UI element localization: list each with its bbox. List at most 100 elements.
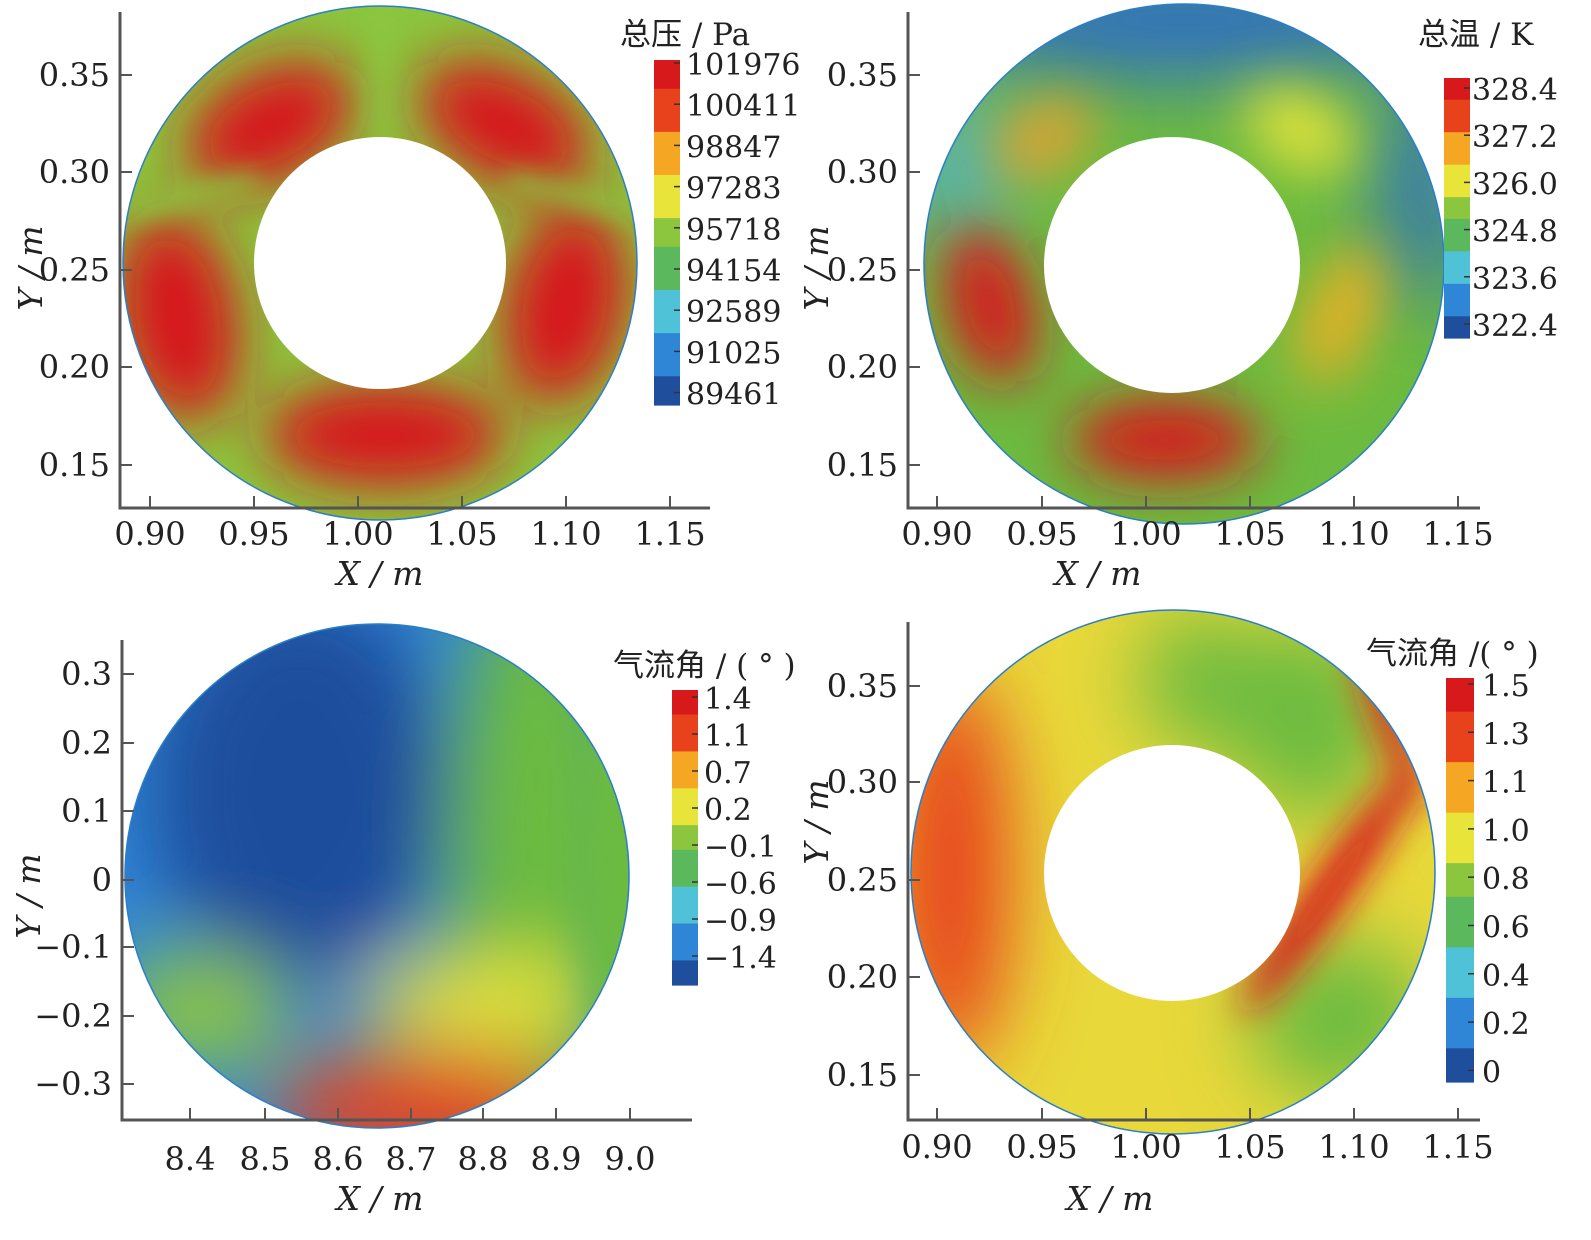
y-tick-label: 0.20	[827, 348, 898, 386]
colorbar-band	[654, 203, 680, 219]
colorbar-4: 1.5 1.3 1.1 1.0 0.8 0.6 0.4 0.2 0	[1446, 669, 1530, 1090]
colorbar-band	[1446, 762, 1474, 780]
ticks-1: 0.90 0.95 1.00 1.05 1.10 1.15 0.35 0.30 0.25 0.20…	[39, 56, 706, 553]
y-axis-title-2: Y / m	[797, 225, 836, 310]
outer-boundary-1	[122, 5, 638, 521]
y-tick-label: 0.30	[827, 153, 898, 191]
x-tick-label: 8.7	[386, 1140, 437, 1178]
outer-boundary-4	[910, 609, 1436, 1135]
colorbar-label: 101976	[686, 48, 801, 83]
colorbar-band	[1446, 913, 1474, 932]
colorbar-band	[1444, 197, 1470, 209]
y-tick-label: −0.2	[34, 997, 112, 1035]
x-tick-label: 0.95	[1006, 515, 1077, 553]
x-tick-label: 1.00	[322, 515, 393, 553]
x-tick-label: 8.6	[313, 1140, 364, 1178]
y-tick-label: −0.3	[34, 1065, 112, 1103]
colorbar-label: 95718	[686, 213, 781, 248]
colorbar-band	[672, 763, 698, 777]
colorbar-label: 1.3	[1482, 717, 1530, 752]
colorbar-band	[654, 318, 680, 334]
colorbar-band	[1446, 863, 1474, 881]
colorbar-band	[1444, 273, 1470, 285]
colorbar-band	[1446, 1048, 1474, 1066]
colorbar-band	[654, 189, 680, 205]
y-tick-label: 0.1	[61, 792, 112, 830]
colorbar-label: −0.1	[704, 830, 777, 865]
colorbar-band	[672, 714, 698, 728]
y-tick-label: 0.3	[61, 655, 112, 693]
colorbar-label: 94154	[686, 254, 781, 289]
colorbar-label: 324.8	[1472, 215, 1558, 250]
y-axis-title-3: Y / m	[9, 853, 48, 938]
inner-hole-2	[1044, 137, 1300, 393]
colorbar-band	[1446, 1014, 1474, 1033]
x-tick-label: 0.90	[901, 1128, 972, 1166]
colorbar-band	[654, 131, 680, 147]
colorbar-band	[1446, 795, 1474, 814]
x-tick-label: 1.10	[530, 515, 601, 553]
colorbar-band	[1446, 1031, 1474, 1049]
colorbar-band	[654, 175, 680, 190]
colorbar-band	[672, 911, 698, 925]
x-tick-label: 1.05	[1214, 515, 1285, 553]
colorbar-band	[654, 347, 680, 363]
colorbar-band	[672, 960, 698, 974]
colorbar-band	[1444, 262, 1470, 274]
colorbar-band	[654, 232, 680, 248]
colorbar-label: 0	[1482, 1055, 1501, 1090]
colorbar-1: 101976 100411 98847 97283 95718 94154 92589 910…	[654, 48, 801, 413]
x-tick-label: 1.10	[1318, 515, 1389, 553]
y-tick-label: 0	[92, 861, 112, 899]
colorbar-band	[672, 935, 698, 949]
y-tick-label: 0.20	[827, 958, 898, 996]
y-tick-label: 0.20	[39, 348, 110, 386]
colorbar-band	[1446, 997, 1474, 1016]
colorbar-band	[654, 275, 680, 291]
y-axis-title-4: Y / m	[797, 779, 836, 864]
colorbar-band	[1446, 711, 1474, 730]
colorbar-label: 1.4	[704, 682, 752, 717]
y-tick-label: 0.15	[39, 446, 110, 484]
x-axis-title-1: X / m	[334, 554, 424, 593]
colorbar-label: 92589	[686, 295, 781, 330]
colorbar-band	[1444, 305, 1470, 317]
x-axis-title-3: X / m	[334, 1179, 424, 1218]
colorbar-label: 327.2	[1472, 120, 1558, 155]
colorbar-band	[672, 886, 698, 900]
y-tick-label: 0.25	[39, 251, 110, 289]
colorbar-band	[1444, 88, 1470, 101]
colorbar-2: 328.4 327.2 326.0 324.8 323.6 322.4	[1444, 73, 1558, 344]
colorbar-band	[654, 218, 680, 234]
colorbar-band	[1444, 132, 1470, 144]
colorbar-band	[654, 103, 680, 119]
colorbar-band	[672, 923, 698, 937]
axes-2	[906, 12, 1480, 510]
colorbar-band	[654, 146, 680, 162]
colorbar-band	[672, 702, 698, 716]
colorbar-band	[1444, 78, 1470, 90]
x-tick-label: 1.00	[1110, 1128, 1181, 1166]
colorbar-label: 0.6	[1482, 911, 1530, 946]
axes-4	[906, 622, 1480, 1122]
colorbar-band	[654, 390, 680, 406]
colorbar-band	[672, 874, 698, 888]
colorbar-band	[654, 117, 680, 133]
colorbar-band	[1444, 143, 1470, 155]
colorbar-band	[1444, 110, 1470, 122]
inner-hole-4	[1044, 745, 1300, 1001]
y-tick-label: 0.15	[827, 446, 898, 484]
colorbar-band	[672, 837, 698, 851]
colorbar-band	[1444, 240, 1470, 252]
colorbar-label: 100411	[686, 89, 801, 124]
y-tick-label: 0.35	[827, 667, 898, 705]
colorbar-band	[1444, 164, 1470, 177]
colorbar-label: 1.1	[1482, 766, 1530, 801]
colorbar-band	[1446, 896, 1474, 915]
inner-hole-1	[254, 137, 506, 389]
ticks-2: 0.90 0.95 1.00 1.05 1.10 1.15 0.35 0.30 0.25 0.20…	[827, 56, 1494, 553]
colorbar-band	[672, 849, 698, 863]
x-tick-label: 1.15	[1422, 515, 1493, 553]
colorbar-band	[1446, 779, 1474, 797]
x-tick-label: 0.95	[218, 515, 289, 553]
